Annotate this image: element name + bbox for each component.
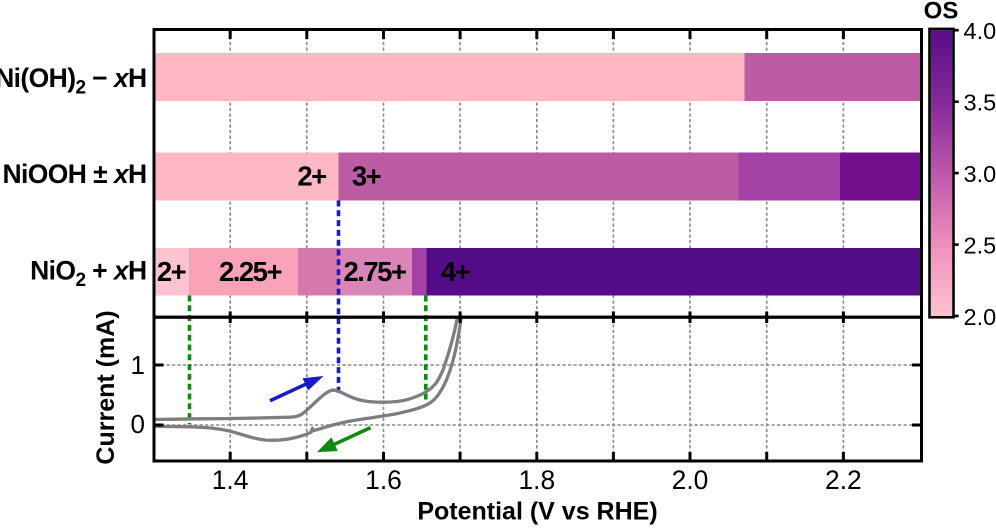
svg-text:OS: OS — [924, 0, 959, 24]
svg-text:NiOOH ± xH: NiOOH ± xH — [2, 159, 146, 189]
svg-text:3+: 3+ — [352, 161, 381, 192]
svg-text:2+: 2+ — [297, 161, 326, 192]
svg-text:4+: 4+ — [441, 256, 470, 287]
svg-text:2.0: 2.0 — [672, 465, 709, 495]
svg-text:Current (mA): Current (mA) — [92, 310, 120, 464]
svg-text:3.0: 3.0 — [964, 161, 996, 187]
svg-text:1.4: 1.4 — [212, 465, 249, 495]
svg-text:3.5: 3.5 — [964, 90, 996, 116]
svg-text:2.5: 2.5 — [964, 233, 996, 259]
svg-text:2.25+: 2.25+ — [219, 256, 282, 287]
svg-text:0: 0 — [131, 409, 145, 439]
svg-text:1.8: 1.8 — [518, 465, 555, 495]
svg-text:2.75+: 2.75+ — [343, 256, 406, 287]
svg-text:1: 1 — [131, 350, 145, 380]
svg-text:2.0: 2.0 — [964, 304, 996, 330]
svg-text:2.2: 2.2 — [825, 465, 862, 495]
svg-text:1.6: 1.6 — [365, 465, 402, 495]
svg-text:4.0: 4.0 — [964, 18, 996, 44]
svg-text:2+: 2+ — [157, 256, 186, 287]
svg-text:Potential (V vs RHE): Potential (V vs RHE) — [417, 498, 657, 525]
